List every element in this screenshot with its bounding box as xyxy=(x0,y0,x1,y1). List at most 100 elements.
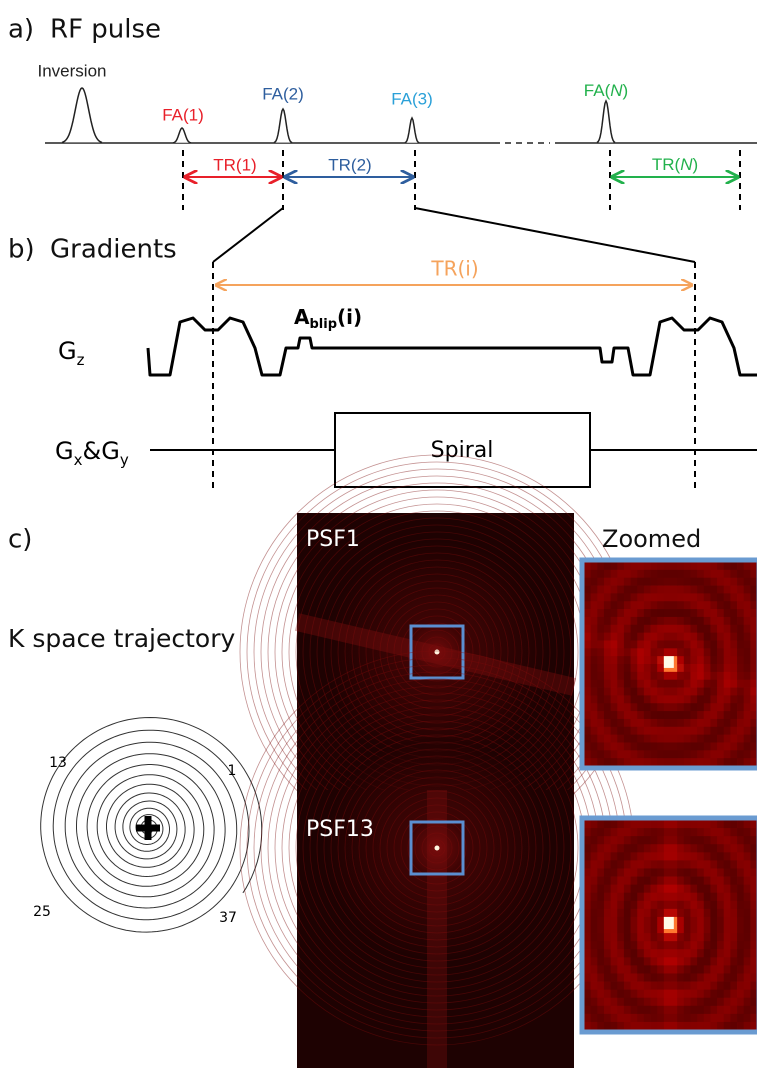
zoom-pixel xyxy=(584,901,591,909)
zoom-pixel xyxy=(584,758,591,766)
zoom-pixel xyxy=(697,758,704,766)
zoom-pixel xyxy=(584,893,591,901)
zoom-pixel xyxy=(604,742,611,750)
zoom-pixel xyxy=(724,836,731,844)
zoom-pixel xyxy=(657,703,664,711)
zoom-pixel xyxy=(744,680,751,688)
zoom-pixel xyxy=(744,703,751,711)
zoom-pixel xyxy=(730,893,737,901)
zoom-pixel xyxy=(604,680,611,688)
zoom-pixel xyxy=(744,1006,751,1014)
trajectory-title: K space trajectory xyxy=(8,624,235,653)
zoom-pixel xyxy=(710,578,717,586)
zoom-pixel xyxy=(717,998,724,1006)
zoom-pixel xyxy=(651,609,658,617)
zoom-pixel xyxy=(744,990,751,998)
zoom-pixel xyxy=(611,562,618,570)
zoom-pixel xyxy=(677,901,684,909)
zoom-pixel xyxy=(644,593,651,601)
box-label: Spiral xyxy=(431,438,494,463)
zoom-pixel xyxy=(750,982,757,990)
zoom-pixel xyxy=(750,640,757,648)
zoom-pixel xyxy=(704,917,711,925)
zoom-pixel xyxy=(644,750,651,758)
zoom-pixel xyxy=(704,844,711,852)
zoom-pixel xyxy=(657,844,664,852)
zoom-pixel xyxy=(637,625,644,633)
zoom-pixel xyxy=(611,656,618,664)
zoom-pixel xyxy=(710,680,717,688)
zoom-pixel xyxy=(617,852,624,860)
zoom-pixel xyxy=(690,885,697,893)
zoom-pixel xyxy=(697,1014,704,1022)
zoom-pixel xyxy=(750,868,757,876)
zoom-pixel xyxy=(584,750,591,758)
zoom-pixel xyxy=(644,820,651,828)
zoom-pixel xyxy=(631,868,638,876)
zoom-pixel xyxy=(677,640,684,648)
zoom-images xyxy=(582,560,757,1032)
zoom-pixel xyxy=(597,844,604,852)
zoom-pixel xyxy=(684,601,691,609)
zoom-pixel xyxy=(617,828,624,836)
zoom-pixel xyxy=(730,973,737,981)
zoom-pixel xyxy=(604,578,611,586)
zoom-pixel xyxy=(611,941,618,949)
kspace-spiral xyxy=(41,718,262,933)
zoom-pixel xyxy=(651,586,658,594)
zoom-pixel xyxy=(697,742,704,750)
zoom-pixel xyxy=(624,893,631,901)
zoom-pixel xyxy=(584,933,591,941)
zoom-pixel xyxy=(637,998,644,1006)
zoom-pixel xyxy=(697,860,704,868)
zoom-pixel xyxy=(730,578,737,586)
zoom-pixel xyxy=(624,820,631,828)
zoom-pixel xyxy=(651,648,658,656)
zoom-pixel xyxy=(744,601,751,609)
zoom-pixel xyxy=(611,901,618,909)
zoom-pixel xyxy=(744,1014,751,1022)
zoom-pixel xyxy=(744,758,751,766)
zoom-pixel xyxy=(591,562,598,570)
rf-pulse xyxy=(173,128,191,143)
zoom-pixel xyxy=(710,664,717,672)
zoom-pixel xyxy=(744,868,751,876)
zoom-pixel xyxy=(704,727,711,735)
zoom-pixel xyxy=(657,578,664,586)
zoom-pixel xyxy=(710,941,717,949)
zoom-pixel xyxy=(664,893,671,901)
zoom-pixel xyxy=(584,1014,591,1022)
zoom-pixel xyxy=(624,735,631,743)
zoom-pixel xyxy=(704,695,711,703)
zoom-pixel xyxy=(710,957,717,965)
zoom-pixel xyxy=(597,656,604,664)
zoom-pixel xyxy=(664,609,671,617)
zoom-pixel xyxy=(704,893,711,901)
zoom-pixel xyxy=(671,885,678,893)
zoom-pixel xyxy=(717,656,724,664)
zoom-pixel xyxy=(644,735,651,743)
zoom-pixel xyxy=(591,711,598,719)
zoom-pixel xyxy=(664,562,671,570)
zoom-pixel xyxy=(624,640,631,648)
zoom-pixel xyxy=(704,593,711,601)
zoom-pixel xyxy=(724,617,731,625)
zoom-pixel xyxy=(617,868,624,876)
zoom-pixel xyxy=(644,885,651,893)
zoom-pixel xyxy=(697,957,704,965)
zoom-pixel xyxy=(717,617,724,625)
zoom-pixel xyxy=(591,877,598,885)
zoom-pixel xyxy=(671,719,678,727)
zoom-pixel xyxy=(657,711,664,719)
zoom-pixel xyxy=(664,593,671,601)
zoom-pixel xyxy=(671,593,678,601)
zoom-pixel xyxy=(677,982,684,990)
zoom-pixel xyxy=(657,949,664,957)
zoom-pixel xyxy=(724,860,731,868)
zoom-pixel xyxy=(697,711,704,719)
zoom-pixel xyxy=(717,719,724,727)
zoom-pixel xyxy=(697,982,704,990)
zoom-pixel xyxy=(684,973,691,981)
zoom-pixel xyxy=(730,750,737,758)
zoom-pixel xyxy=(737,680,744,688)
